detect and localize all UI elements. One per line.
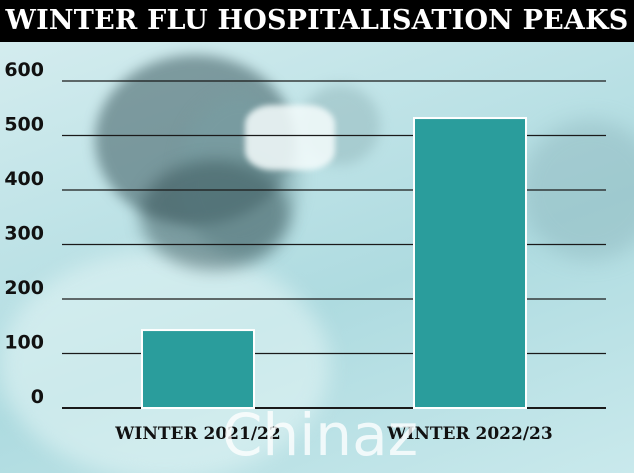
background-photo-tissue (245, 105, 335, 170)
x-axis-categories: WINTER 2021/22 WINTER 2022/23 (114, 424, 552, 444)
background-photo-beard (140, 160, 290, 270)
y-tick-label-100: 100 (4, 332, 44, 354)
bar-0 (141, 329, 255, 409)
title-bar (0, 0, 634, 42)
y-tick-label-0: 0 (31, 386, 44, 408)
y-tick-label-500: 500 (4, 114, 44, 136)
y-axis-ticks: 0 100 200 300 400 500 600 (4, 59, 44, 408)
x-category-label-0: WINTER 2021/22 (114, 424, 280, 444)
y-tick-label-600: 600 (4, 59, 44, 81)
y-tick-label-200: 200 (4, 277, 44, 299)
y-tick-label-300: 300 (4, 223, 44, 245)
bars (141, 117, 527, 409)
bar-1 (413, 117, 527, 409)
y-tick-label-400: 400 (4, 168, 44, 190)
x-category-label-1: WINTER 2022/23 (386, 424, 552, 444)
chart-title: WINTER FLU HOSPITALISATION PEAKS (5, 5, 629, 36)
